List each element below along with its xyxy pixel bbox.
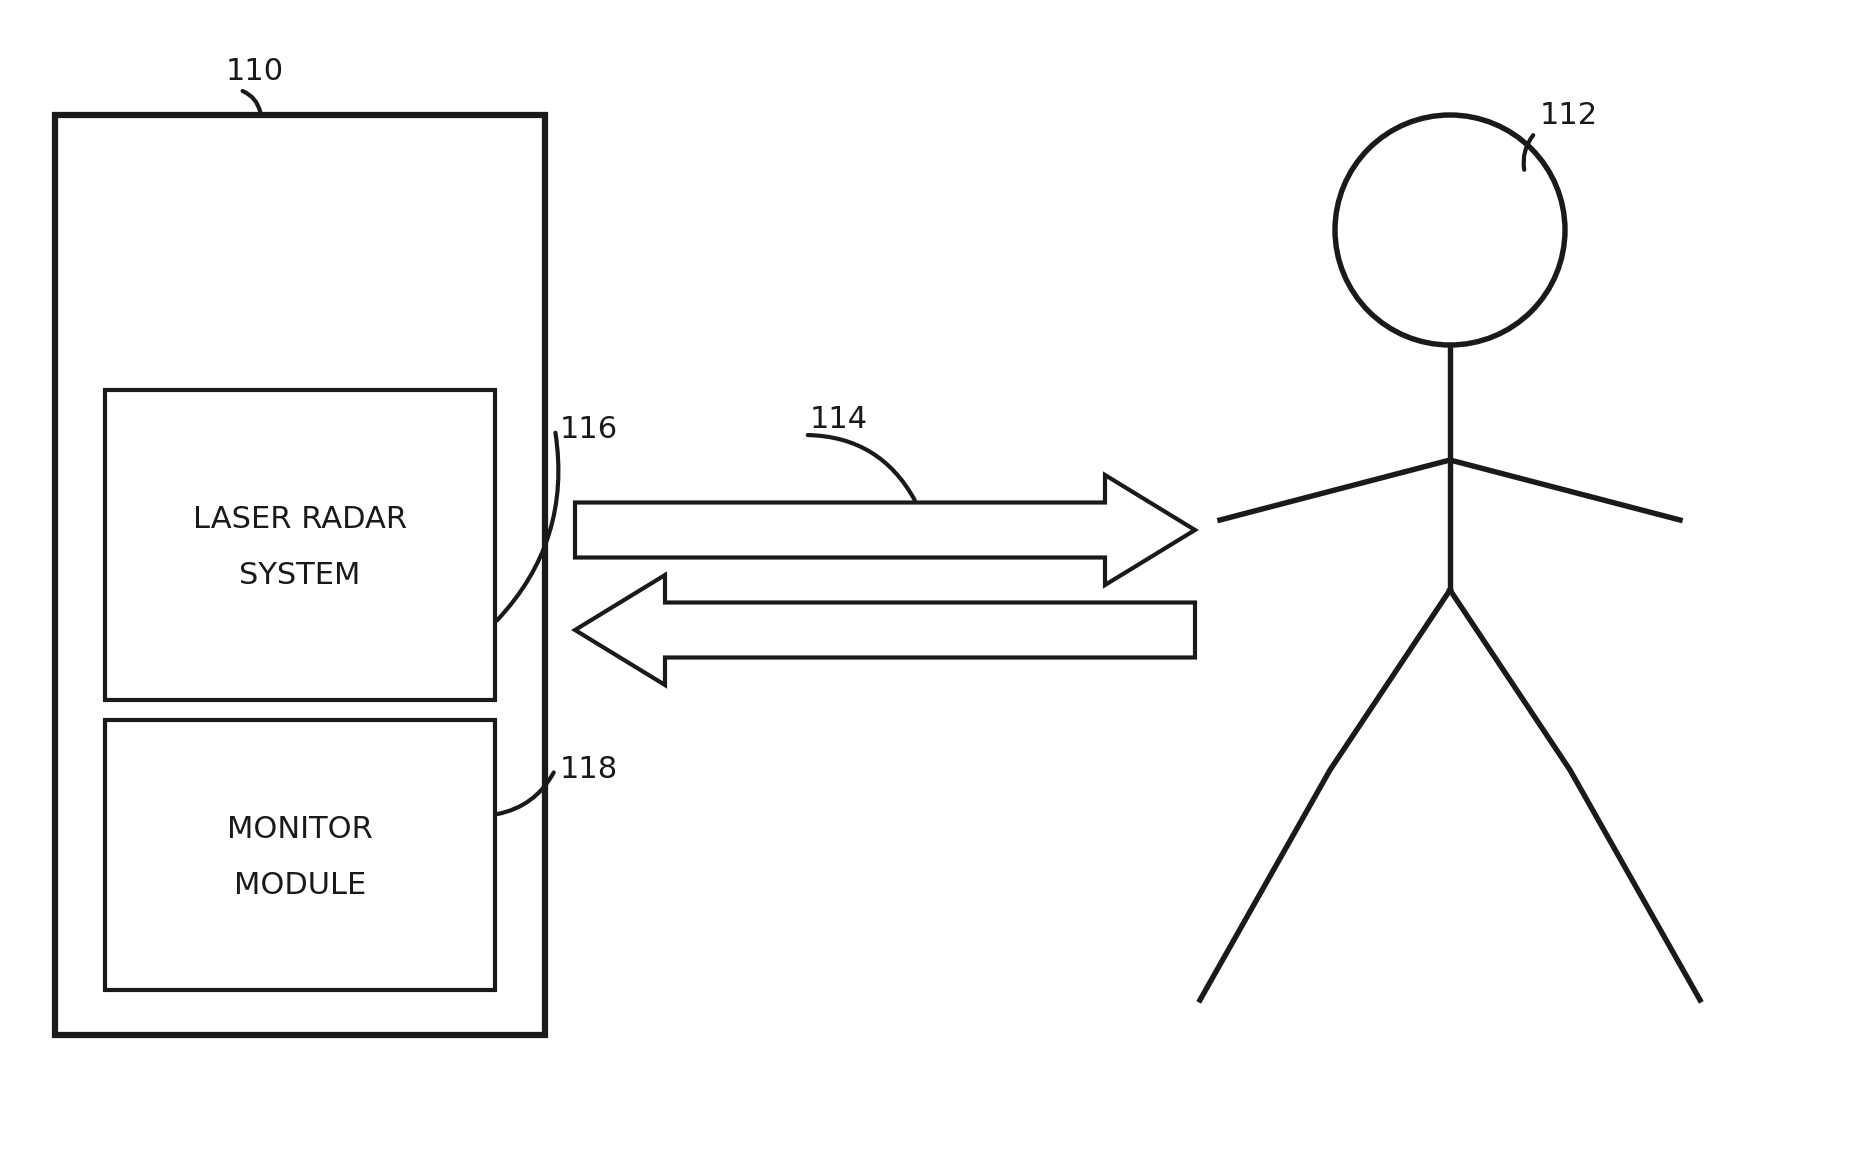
- Text: 112: 112: [1540, 100, 1597, 130]
- Text: MODULE: MODULE: [233, 871, 367, 899]
- Text: 118: 118: [560, 756, 619, 784]
- Bar: [56, 115, 545, 1035]
- Text: SYSTEM: SYSTEM: [239, 560, 361, 590]
- Text: 116: 116: [560, 415, 619, 445]
- Text: MONITOR: MONITOR: [228, 815, 372, 844]
- Polygon shape: [574, 475, 1195, 585]
- Text: 114: 114: [810, 406, 867, 435]
- Bar: [106, 390, 495, 700]
- Text: 110: 110: [226, 58, 284, 86]
- Text: LASER RADAR: LASER RADAR: [193, 506, 408, 535]
- Bar: [106, 720, 495, 990]
- Polygon shape: [574, 575, 1195, 685]
